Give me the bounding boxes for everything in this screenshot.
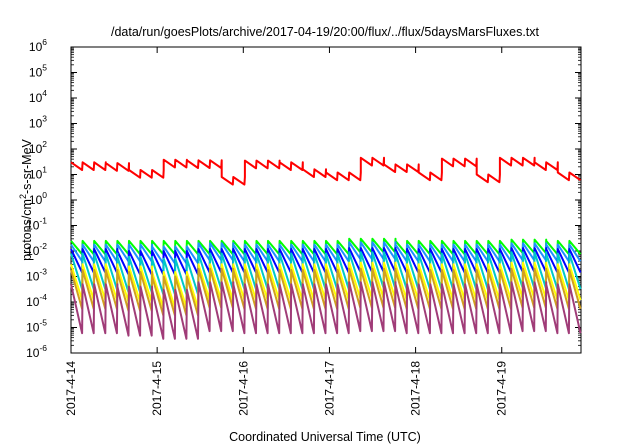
y-tick-exponent: 3 <box>42 114 47 124</box>
y-tick-base: 10 <box>26 346 40 360</box>
y-tick-label: 10-2 <box>26 241 47 258</box>
y-tick-exponent: 1 <box>42 165 47 175</box>
y-tick-exponent: -5 <box>39 318 47 328</box>
y-tick-base: 10 <box>29 66 43 80</box>
y-tick-label: 106 <box>29 37 47 54</box>
x-tick-label: 2017-4-18 <box>409 361 423 416</box>
x-tick-label: 2017-4-16 <box>236 361 250 416</box>
y-axis-label-base: protons/cm <box>20 199 34 261</box>
y-tick-exponent: -4 <box>39 292 47 302</box>
x-tick-label: 2017-4-15 <box>150 361 164 416</box>
y-tick-exponent: 5 <box>42 63 47 73</box>
y-tick-exponent: 4 <box>42 88 47 98</box>
y-tick-label: 10-6 <box>26 343 47 360</box>
x-tick-label: 2017-4-17 <box>322 361 336 416</box>
x-tick-label: 2017-4-19 <box>495 361 509 416</box>
chart-title: /data/run/goesPlots/archive/2017-04-19/2… <box>111 25 540 39</box>
y-tick-base: 10 <box>29 168 43 182</box>
y-tick-base: 10 <box>26 244 40 258</box>
y-tick-base: 10 <box>26 295 40 309</box>
y-tick-exponent: 6 <box>42 37 47 47</box>
x-tick-label: 2017-4-14 <box>64 361 78 416</box>
y-tick-exponent: 0 <box>42 190 47 200</box>
y-tick-base: 10 <box>29 40 43 54</box>
y-tick-exponent: -6 <box>39 343 47 353</box>
y-tick-exponent: -3 <box>39 267 47 277</box>
y-tick-label: 10-1 <box>26 216 47 233</box>
y-tick-exponent: -2 <box>39 241 47 251</box>
y-axis-label-sup: 2 <box>18 194 28 199</box>
series-layer <box>70 156 582 340</box>
y-tick-base: 10 <box>29 142 43 156</box>
y-axis-label: protons/cm2-s-sr-MeV <box>18 138 34 260</box>
y-tick-base: 10 <box>26 321 40 335</box>
y-axis-ticks: 10-610-510-410-310-210-11001011021031041… <box>26 37 581 360</box>
y-tick-label: 10-4 <box>26 292 47 309</box>
series-line-8 <box>70 281 582 340</box>
y-tick-base: 10 <box>26 219 40 233</box>
y-tick-label: 10-5 <box>26 318 47 335</box>
y-tick-base: 10 <box>29 193 43 207</box>
y-tick-base: 10 <box>26 270 40 284</box>
y-tick-label: 10-3 <box>26 267 47 284</box>
y-tick-exponent: 2 <box>42 139 47 149</box>
y-tick-label: 100 <box>29 190 47 207</box>
y-tick-label: 103 <box>29 114 47 131</box>
x-axis-label: Coordinated Universal Time (UTC) <box>229 430 421 444</box>
y-tick-base: 10 <box>29 91 43 105</box>
x-axis-ticks: 2017-4-14 2017-4-15 2017-4-16 2017-4-17 2017… <box>64 47 509 416</box>
y-tick-label: 104 <box>29 88 47 105</box>
y-tick-label: 102 <box>29 139 47 156</box>
series-line-1 <box>70 156 582 186</box>
y-tick-exponent: -1 <box>39 216 47 226</box>
y-tick-label: 101 <box>29 165 47 182</box>
y-axis-label-rest: -s-sr-MeV <box>20 138 34 194</box>
y-tick-label: 105 <box>29 63 47 80</box>
y-tick-base: 10 <box>29 117 43 131</box>
